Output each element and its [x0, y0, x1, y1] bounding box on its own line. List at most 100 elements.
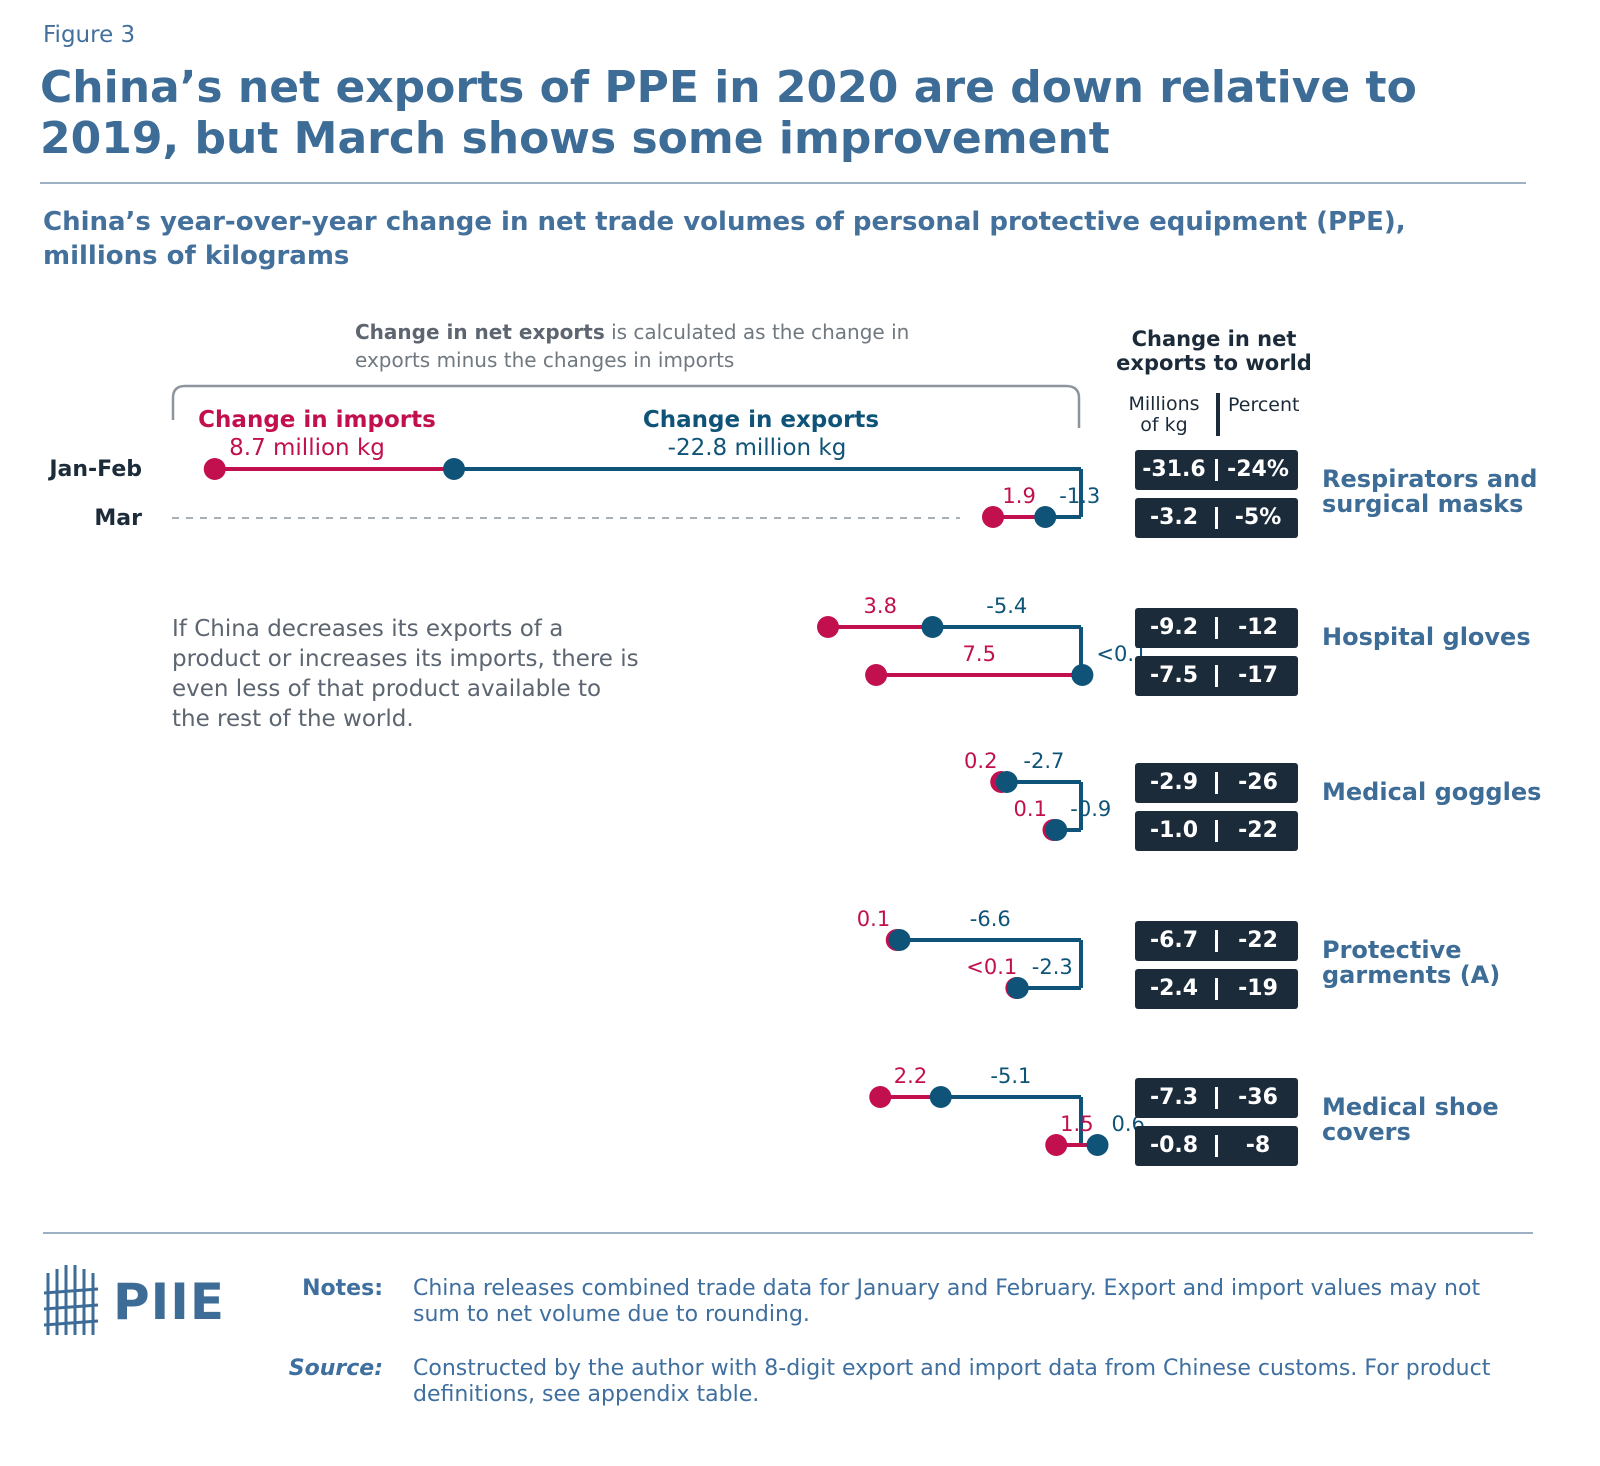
- dumbbell-chart: Change in imports 8.7 million kg Change …: [47, 384, 1147, 1156]
- exports-point-0-1: [1034, 506, 1057, 528]
- exports-point-1-1: [1071, 664, 1094, 686]
- legend-bracket: [171, 384, 1081, 428]
- net-box-separator: [1215, 665, 1218, 687]
- net-kg-value: -9.2: [1149, 615, 1199, 640]
- legend-imports-value: 8.7 million kg: [229, 435, 385, 461]
- net-kg-value: -2.9: [1149, 770, 1199, 795]
- imports-label-0-1: 1.9: [1002, 484, 1035, 508]
- net-box-separator: [1215, 930, 1218, 952]
- net-percent-value: -12: [1238, 615, 1278, 640]
- net-kg-value: -31.6: [1142, 457, 1206, 482]
- exports-point-1-0: [921, 616, 944, 638]
- imports-label-4-0: 2.2: [894, 1064, 927, 1088]
- table-header-col2: Percent: [1228, 394, 1300, 416]
- net-box-1-1: -7.5 -17: [1135, 656, 1298, 696]
- net-box-separator: [1215, 507, 1218, 529]
- category-name-1: Hospital gloves: [1322, 623, 1531, 651]
- net-box-4-0: -7.3 -36: [1135, 1078, 1298, 1118]
- imports-point-0-1: [982, 506, 1004, 528]
- imports-label-2-0: 0.2: [964, 749, 997, 773]
- net-box-0-1: -3.2 -5%: [1135, 498, 1298, 538]
- legend-imports-title: Change in imports: [198, 407, 436, 433]
- source-key: Source:: [288, 1356, 383, 1381]
- net-percent-value: -36: [1238, 1085, 1278, 1110]
- net-box-2-1: -1.0 -22: [1135, 811, 1298, 851]
- exports-point-2-0: [995, 771, 1018, 793]
- exports-point-2-1: [1045, 819, 1068, 841]
- imports-label-3-1: <0.1: [966, 955, 1017, 979]
- net-box-separator: [1215, 978, 1218, 1000]
- figure-label: Figure 3: [43, 22, 136, 48]
- net-percent-value: -8: [1245, 1133, 1271, 1158]
- imports-point-1-1: [865, 664, 888, 686]
- net-percent-value: -17: [1238, 663, 1278, 688]
- net-box-separator: [1215, 1135, 1218, 1157]
- exports-point-4-0: [929, 1086, 952, 1108]
- notes-key: Notes:: [302, 1276, 383, 1301]
- net-box-separator: [1215, 1087, 1218, 1109]
- net-box-4-1: -0.8 -8: [1135, 1126, 1298, 1166]
- period-label-janfeb: Jan-Feb: [47, 457, 142, 482]
- exports-label-2-1: -0.9: [1070, 797, 1111, 821]
- exports-point-0-0: [443, 458, 465, 480]
- net-box-separator: [1215, 820, 1218, 842]
- exports-point-3-0: [888, 929, 911, 951]
- category-name-2: Medical goggles: [1322, 778, 1542, 806]
- title-divider: [40, 182, 1526, 184]
- net-box-separator: [1215, 772, 1218, 794]
- net-exports-explainer: Change in net exports is calculated as t…: [355, 318, 975, 374]
- chart-title: China’s net exports of PPE in 2020 are d…: [40, 62, 1417, 164]
- imports-label-4-1: 1.5: [1060, 1112, 1093, 1136]
- net-box-1-0: -9.2 -12: [1135, 608, 1298, 648]
- exports-label-3-1: -2.3: [1032, 955, 1073, 979]
- notes-text: China releases combined trade data for J…: [413, 1276, 1481, 1327]
- category-name-4: Medical shoe covers: [1322, 1093, 1499, 1146]
- period-label-mar: Mar: [94, 506, 142, 531]
- piie-logo-text: PIIE: [113, 1273, 226, 1331]
- net-percent-value: -24%: [1227, 457, 1289, 482]
- exports-label-3-0: -6.6: [970, 907, 1011, 931]
- net-percent-value: -5%: [1234, 505, 1282, 530]
- net-kg-value: -1.0: [1149, 818, 1199, 843]
- net-box-2-0: -2.9 -26: [1135, 763, 1298, 803]
- imports-point-1-0: [817, 616, 839, 638]
- net-percent-value: -22: [1238, 928, 1278, 953]
- imports-point-4-0: [869, 1086, 892, 1108]
- table-header-title: Change in net exports to world: [1116, 327, 1312, 375]
- side-note: If China decreases its exports of a prod…: [172, 616, 639, 732]
- explainer-rest: is calculated as the change in exports m…: [355, 320, 910, 372]
- net-box-3-0: -6.7 -22: [1135, 921, 1298, 961]
- net-percent-value: -22: [1238, 818, 1278, 843]
- net-percent-value: -26: [1238, 770, 1278, 795]
- net-kg-value: -7.5: [1149, 663, 1199, 688]
- net-box-3-1: -2.4 -19: [1135, 969, 1298, 1009]
- net-percent-value: -19: [1238, 976, 1278, 1001]
- net-box-separator: [1215, 617, 1218, 639]
- legend-exports-value: -22.8 million kg: [668, 435, 847, 461]
- exports-label-2-0: -2.7: [1023, 749, 1064, 773]
- net-kg-value: -7.3: [1149, 1085, 1199, 1110]
- imports-label-1-0: 3.8: [864, 594, 897, 618]
- category-name-3: Protective garments (A): [1322, 936, 1501, 989]
- imports-point-4-1: [1045, 1134, 1068, 1156]
- net-kg-value: -2.4: [1149, 976, 1199, 1001]
- net-kg-value: -0.8: [1149, 1133, 1199, 1158]
- net-kg-value: -3.2: [1149, 505, 1199, 530]
- footer-divider: [43, 1232, 1533, 1234]
- exports-point-3-1: [1006, 977, 1029, 999]
- chart-subtitle: China’s year-over-year change in net tra…: [43, 207, 1406, 271]
- imports-label-3-0: 0.1: [857, 907, 890, 931]
- piie-logo-icon: [43, 1265, 99, 1335]
- exports-label-0-1: -1.3: [1059, 484, 1100, 508]
- legend-exports-title: Change in exports: [643, 407, 879, 433]
- exports-label-1-0: -5.4: [986, 594, 1027, 618]
- imports-label-1-1: 7.5: [963, 642, 996, 666]
- imports-label-2-1: 0.1: [1014, 797, 1047, 821]
- exports-point-4-1: [1086, 1134, 1109, 1156]
- source-text: Constructed by the author with 8-digit e…: [413, 1356, 1491, 1407]
- table-header-separator: [1216, 393, 1220, 436]
- table-header-col1: Millions of kg: [1128, 393, 1200, 436]
- imports-point-0-0: [203, 458, 226, 480]
- net-box-0-0: -31.6 -24%: [1135, 450, 1298, 490]
- explainer-bold: Change in net exports: [355, 320, 605, 344]
